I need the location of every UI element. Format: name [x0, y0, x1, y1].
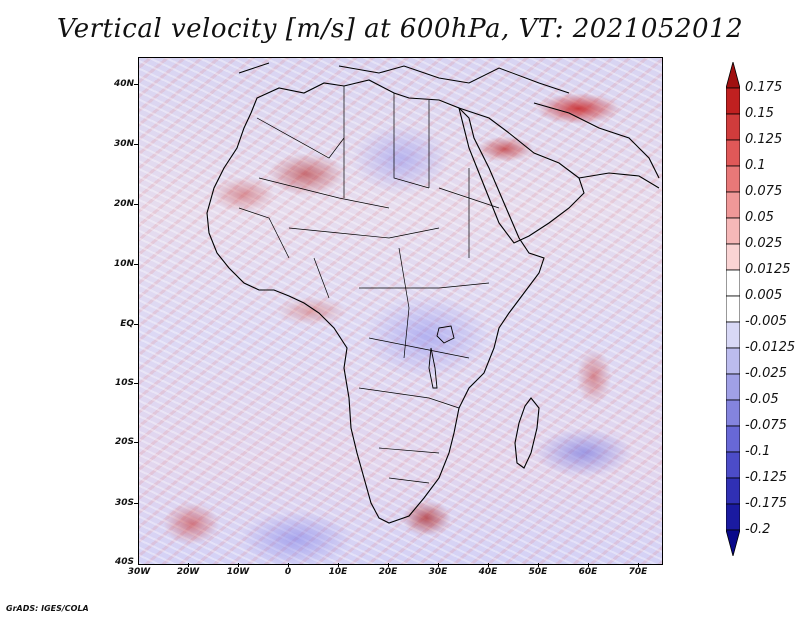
colorbar-box [726, 503, 740, 531]
asia-coastline [533, 102, 660, 189]
colorbar-label-8: 0.005 [745, 288, 783, 303]
colorbar-box [726, 295, 740, 323]
lon-tick [538, 563, 539, 567]
lon-label-40e: 40E [478, 567, 498, 577]
lat-label-10s: 10S [114, 378, 134, 388]
colorbar-label-3: 0.1 [745, 158, 766, 173]
colorbar-label-2: 0.125 [745, 132, 783, 147]
lat-label-eq: EQ [120, 319, 134, 329]
lat-label-40s: 40S [114, 557, 134, 567]
lat-label-30s: 30S [114, 498, 134, 508]
colorbar-label-5: 0.05 [745, 210, 774, 225]
lon-label-10w: 10W [226, 567, 250, 577]
colorbar-box [726, 269, 740, 297]
colorbar-label-6: 0.025 [745, 236, 783, 251]
colorbar-bottom-triangle [726, 529, 740, 556]
lat-label-40n: 40N [113, 79, 134, 89]
colorbar-label-1: 0.15 [745, 106, 774, 121]
colorbar-box [726, 425, 740, 453]
lat-label-30n: 30N [113, 139, 134, 149]
lon-tick [588, 563, 589, 567]
lon-label-30e: 30E [428, 567, 448, 577]
colorbar-box [726, 191, 740, 219]
madagascar-coastline [514, 397, 540, 469]
colorbar-box [726, 321, 740, 349]
lon-label-50e: 50E [528, 567, 548, 577]
lon-label-30w: 30W [127, 567, 151, 577]
colorbar-box [726, 113, 740, 141]
colorbar-box [726, 87, 740, 115]
arabia-coastline [458, 107, 585, 244]
lat-label-20s: 20S [114, 437, 134, 447]
lon-tick [288, 563, 289, 567]
country-borders [238, 86, 500, 484]
lon-label-10e: 10E [328, 567, 348, 577]
lon-tick [488, 563, 489, 567]
lat-label-10n: 10N [113, 259, 134, 269]
colorbar-box [726, 373, 740, 401]
lon-tick [188, 563, 189, 567]
lat-tick [134, 264, 138, 265]
colorbar-label-0: 0.175 [745, 80, 783, 95]
colorbar-box [726, 139, 740, 167]
lat-tick [134, 503, 138, 504]
colorbar-label-9: -0.005 [745, 314, 787, 329]
lon-label-60e: 60E [578, 567, 598, 577]
colorbar-box [726, 399, 740, 427]
lon-tick [438, 563, 439, 567]
lon-tick [638, 563, 639, 567]
colorbar-box [726, 347, 740, 375]
lon-tick [388, 563, 389, 567]
colorbar-box [726, 243, 740, 271]
lat-tick [134, 204, 138, 205]
colorbar [726, 62, 740, 556]
colorbar-label-4: 0.075 [745, 184, 783, 199]
europe-coastline [238, 62, 570, 94]
colorbar-box [726, 451, 740, 479]
colorbar-label-11: -0.025 [745, 366, 787, 381]
colorbar-label-15: -0.125 [745, 470, 787, 485]
lake-victoria [436, 325, 455, 344]
colorbar-box [726, 477, 740, 505]
lon-tick [238, 563, 239, 567]
colorbar-box [726, 165, 740, 193]
lake-tanganyika [428, 347, 438, 389]
colorbar-label-14: -0.1 [745, 444, 771, 459]
colorbar-label-7: 0.0125 [745, 262, 791, 277]
africa-coastline [206, 79, 545, 524]
lat-tick [134, 144, 138, 145]
colorbar-box [726, 217, 740, 245]
lon-label-20w: 20W [176, 567, 200, 577]
lon-label-0: 0 [284, 567, 292, 577]
lon-label-70e: 70E [628, 567, 648, 577]
lon-tick [338, 563, 339, 567]
map-frame [138, 57, 663, 565]
lat-tick [134, 383, 138, 384]
lat-label-20n: 20N [113, 199, 134, 209]
colorbar-label-17: -0.2 [745, 522, 771, 537]
colorbar-label-13: -0.075 [745, 418, 787, 433]
lat-tick [134, 324, 138, 325]
colorbar-label-10: -0.0125 [745, 340, 796, 355]
grads-credit: GrADS: IGES/COLA [6, 604, 89, 613]
colorbar-label-16: -0.175 [745, 496, 787, 511]
lon-label-20e: 20E [378, 567, 398, 577]
lat-tick [134, 84, 138, 85]
map-title: Vertical velocity [m/s] at 600hPa, VT: 2… [56, 14, 744, 44]
coastlines-and-borders [206, 62, 660, 524]
colorbar-top-triangle [726, 62, 740, 89]
colorbar-label-12: -0.05 [745, 392, 779, 407]
lat-tick [134, 442, 138, 443]
